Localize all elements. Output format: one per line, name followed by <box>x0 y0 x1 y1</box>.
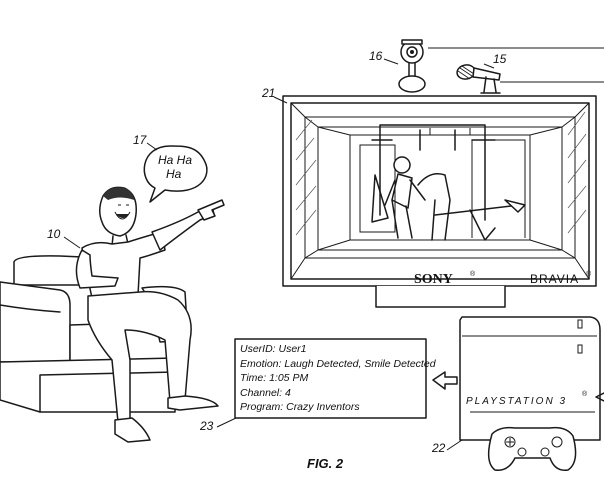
camera-icon <box>398 39 426 93</box>
data-flow-arrow <box>432 371 458 390</box>
figure-caption: FIG. 2 <box>307 456 344 471</box>
microphone-icon <box>456 64 501 94</box>
game-console <box>459 316 604 441</box>
speech-leader-line <box>146 142 158 151</box>
info-box-ref-label: 23 <box>199 419 214 433</box>
user-ref-label: 10 <box>47 227 61 241</box>
info-line-label: Channel: <box>240 386 283 399</box>
info-line-label: Program: <box>240 401 284 414</box>
info-line-label: Time: <box>240 372 267 385</box>
camera-leader-line <box>383 58 399 65</box>
game-controller <box>487 426 577 471</box>
camera-ref-label: 16 <box>369 49 383 63</box>
user-leader-line <box>63 236 81 249</box>
tv-model-label: BRAVIA <box>530 272 579 286</box>
info-line-value: Laugh Detected, Smile Detected <box>281 357 436 370</box>
speech-text-line2: Ha <box>166 167 182 181</box>
console-label: PLAYSTATION 3 <box>466 396 567 407</box>
microphone-ref-label: 15 <box>493 52 507 66</box>
console-ref-label: 22 <box>431 441 446 455</box>
tv-brand-label: SONY <box>414 272 453 287</box>
user-info-box <box>234 338 427 419</box>
info-line: Emotion: Laugh Detected, Smile Detected <box>240 357 436 372</box>
info-line-value: Crazy Inventors <box>283 401 360 414</box>
speech-ref-label: 17 <box>133 133 148 147</box>
info-line-value: 4 <box>282 386 291 399</box>
microphone-leader-line <box>483 63 495 69</box>
info-line: Program: Crazy Inventors <box>240 400 424 415</box>
television-display <box>282 95 597 287</box>
console-leader-line <box>446 439 463 451</box>
info-box-text: UserID: User1 Emotion: Laugh Detected, Sm… <box>240 342 436 415</box>
info-line: UserID: User1 <box>240 342 424 357</box>
info-line-value: User1 <box>275 343 307 355</box>
speech-text-line1: Ha Ha <box>158 153 192 167</box>
info-line-label: UserID: <box>240 343 276 355</box>
info-line: Channel: 4 <box>240 386 424 401</box>
tv-stand <box>375 285 506 308</box>
tv-model-trademark: ® <box>586 270 592 278</box>
tv-brand-trademark: ® <box>470 270 476 278</box>
info-line: Time: 1:05 PM <box>240 371 424 386</box>
info-line-label: Emotion: <box>240 357 282 370</box>
console-trademark: ® <box>582 390 588 398</box>
display-ref-label: 21 <box>261 86 275 100</box>
display-leader-line <box>273 96 288 104</box>
speech-bubble <box>143 145 208 203</box>
info-box-leader-line <box>216 417 237 428</box>
info-line-value: 1:05 PM <box>266 372 309 385</box>
user-person <box>75 186 225 443</box>
